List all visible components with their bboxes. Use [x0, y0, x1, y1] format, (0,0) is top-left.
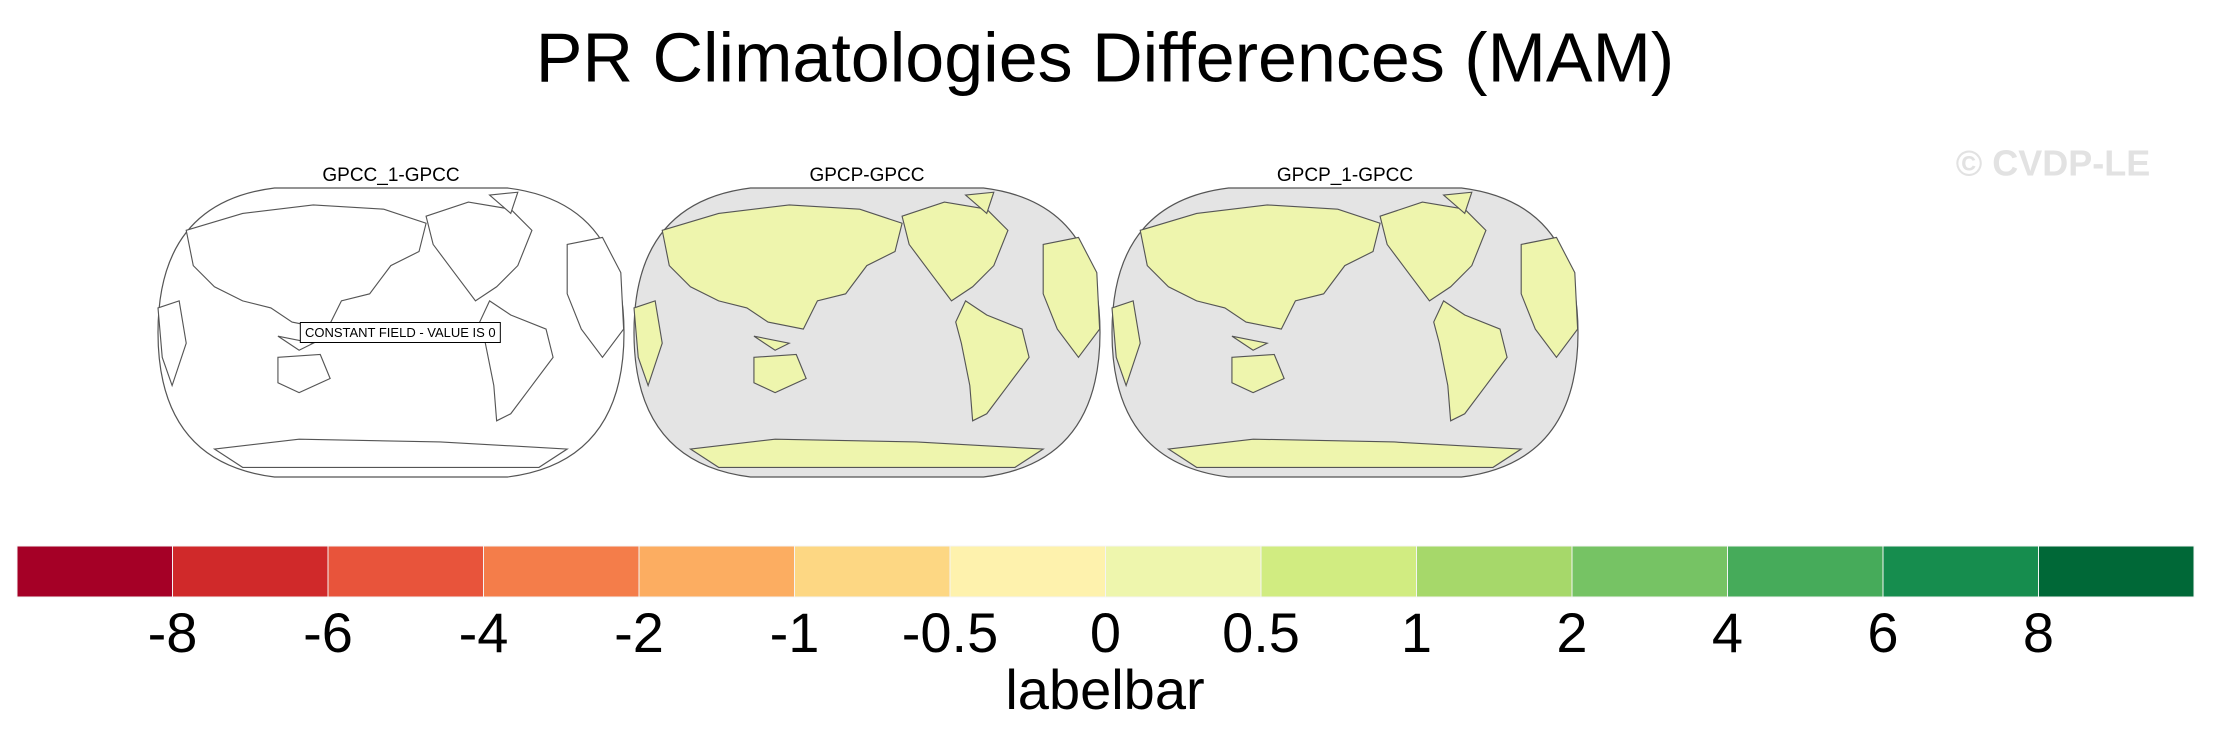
- colorbar-box: [1260, 545, 1417, 598]
- panel-title: GPCP-GPCC: [809, 165, 924, 186]
- colorbar-box: [1105, 545, 1262, 598]
- colorbar-label: -6: [303, 601, 353, 664]
- colorbar-label: -8: [148, 601, 198, 664]
- map-panel: [1111, 187, 1579, 478]
- colorbar-box: [172, 545, 329, 598]
- panel-title: GPCP_1-GPCC: [1277, 165, 1413, 186]
- colorbar-box: [327, 545, 484, 598]
- colorbar-label: -2: [614, 601, 664, 664]
- colorbar-label: 2: [1556, 601, 1587, 664]
- colorbar-box: [16, 545, 173, 598]
- figure-title: PR Climatologies Differences (MAM): [536, 18, 1674, 96]
- colorbar-box: [949, 545, 1106, 598]
- colorbar-label: 0.5: [1222, 601, 1300, 664]
- colorbar-label: 8: [2023, 601, 2054, 664]
- colorbar-label: 1: [1401, 601, 1432, 664]
- colorbar-box: [483, 545, 640, 598]
- colorbar-label: -1: [770, 601, 820, 664]
- colorbar-label: 4: [1712, 601, 1743, 664]
- annotation-box: [299, 322, 501, 343]
- colorbar-label: -4: [459, 601, 509, 664]
- colorbar-title: labelbar: [1005, 658, 1204, 721]
- colorbar-box: [794, 545, 951, 598]
- annotation: CONSTANT FIELD - VALUE IS 0: [305, 325, 496, 340]
- colorbar-box: [638, 545, 795, 598]
- panel-title: GPCC_1-GPCC: [322, 165, 459, 186]
- watermark: © CVDP-LE: [1956, 143, 2151, 184]
- colorbar-box: [1416, 545, 1573, 598]
- colorbar-label: 0: [1090, 601, 1121, 664]
- colorbar-box: [1571, 545, 1728, 598]
- colorbar-box: [1727, 545, 1884, 598]
- colorbar-box: [1882, 545, 2039, 598]
- colorbar-label: 6: [1867, 601, 1898, 664]
- map-panel: [633, 187, 1101, 478]
- colorbar-box: [2038, 545, 2195, 598]
- colorbar-label: -0.5: [902, 601, 999, 664]
